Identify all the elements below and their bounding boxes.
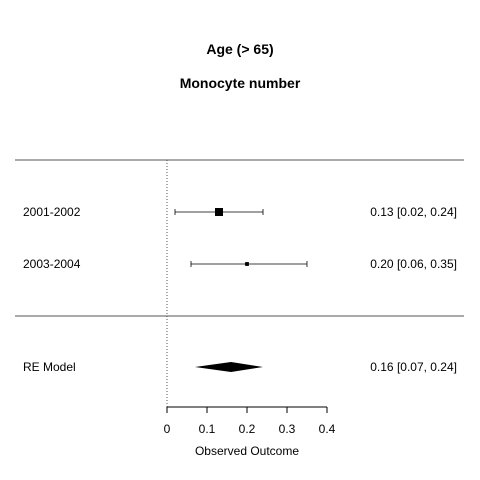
x-tick-label: 0 — [164, 422, 171, 436]
summary-diamond — [195, 362, 263, 372]
point-estimate — [215, 208, 223, 216]
study-annotation: 0.20 [0.06, 0.35] — [370, 257, 457, 271]
summary-annotation: 0.16 [0.07, 0.24] — [370, 360, 457, 374]
study-label: 2003-2004 — [23, 257, 81, 271]
x-tick-label: 0.1 — [199, 422, 216, 436]
study-annotation: 0.13 [0.02, 0.24] — [370, 205, 457, 219]
chart-title: Age (> 65) — [206, 41, 273, 57]
x-tick-label: 0.4 — [319, 422, 336, 436]
chart-subtitle: Monocyte number — [180, 75, 301, 91]
study-label: 2001-2002 — [23, 205, 81, 219]
x-tick-label: 0.2 — [239, 422, 256, 436]
x-axis-label: Observed Outcome — [195, 444, 299, 458]
x-tick-label: 0.3 — [279, 422, 296, 436]
point-estimate — [245, 262, 249, 266]
summary-label: RE Model — [23, 360, 76, 374]
